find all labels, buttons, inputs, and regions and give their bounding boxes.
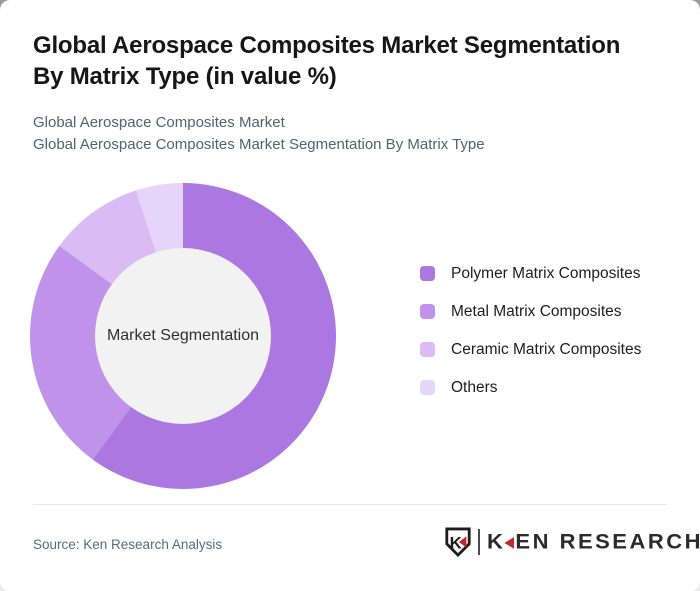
footer-divider [33, 504, 667, 505]
legend-label-metal: Metal Matrix Composites [451, 302, 622, 320]
legend-item-metal: Metal Matrix Composites [420, 302, 641, 320]
wordmark-k: K [487, 529, 506, 554]
legend-swatch-ceramic [420, 342, 435, 357]
subtitle-line-1: Global Aerospace Composites Market [33, 114, 285, 131]
legend-swatch-polymer [420, 266, 435, 281]
legend-item-ceramic: Ceramic Matrix Composites [420, 340, 642, 358]
chart-legend: Polymer Matrix Composites Metal Matrix C… [420, 264, 642, 418]
legend-label-ceramic: Ceramic Matrix Composites [451, 340, 642, 358]
logo-divider-bar [478, 529, 480, 555]
ken-research-logo: K K EN RESEARCH [444, 527, 700, 557]
donut-chart: Market Segmentation [30, 183, 336, 489]
shield-red-triangle-icon [458, 536, 467, 548]
chart-title-line-1: Global Aerospace Composites Market Segme… [33, 32, 621, 59]
legend-swatch-metal [420, 304, 435, 319]
donut-center-label: Market Segmentation [106, 327, 260, 344]
legend-swatch-others [420, 380, 435, 395]
legend-label-others: Others [451, 378, 498, 396]
wordmark-rest: EN RESEARCH [515, 529, 700, 554]
legend-item-others: Others [420, 378, 641, 396]
chart-subtitles: Global Aerospace Composites Market Globa… [33, 112, 485, 155]
donut-hole: Market Segmentation [95, 248, 271, 424]
legend-item-polymer: Polymer Matrix Composites [420, 264, 641, 282]
chart-title: Global Aerospace Composites Market Segme… [33, 30, 678, 92]
shield-letter: K [450, 534, 462, 553]
source-note: Source: Ken Research Analysis [33, 537, 223, 552]
wordmark-red-triangle-icon [504, 536, 515, 550]
legend-label-polymer: Polymer Matrix Composites [451, 264, 641, 282]
chart-title-line-2: By Matrix Type (in value %) [33, 63, 337, 90]
ken-research-wordmark: K EN RESEARCH [487, 530, 700, 555]
subtitle-line-2: Global Aerospace Composites Market Segme… [33, 135, 485, 153]
ken-research-shield-icon: K [445, 527, 471, 557]
